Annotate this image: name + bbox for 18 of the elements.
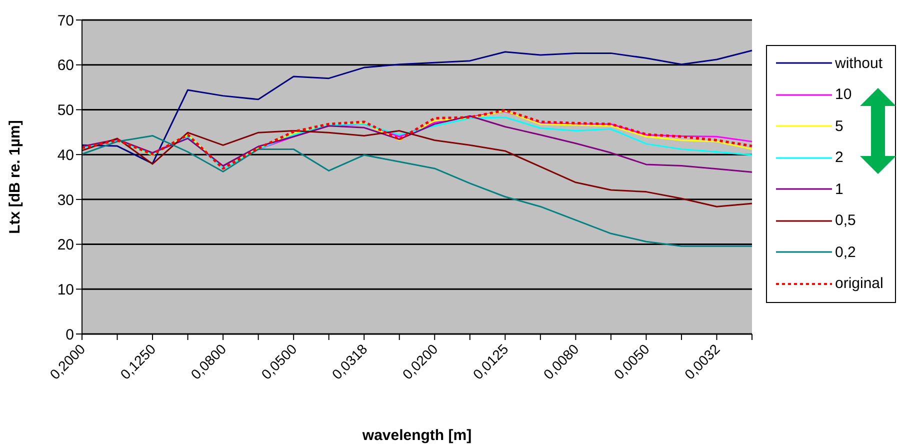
legend-label: without bbox=[835, 54, 883, 72]
legend-label: 2 bbox=[835, 149, 844, 166]
y-tick-label: 10 bbox=[57, 281, 74, 298]
y-tick-label: 30 bbox=[57, 192, 74, 209]
legend-label: original bbox=[835, 275, 884, 292]
y-tick-label: 20 bbox=[57, 236, 74, 254]
legend-label: 1 bbox=[835, 180, 844, 198]
x-axis-title: wavelength [m] bbox=[361, 427, 472, 444]
y-tick-label: 60 bbox=[57, 57, 74, 74]
y-tick-label: 70 bbox=[57, 12, 74, 30]
legend-label: 0,2 bbox=[835, 244, 856, 260]
y-tick-label: 0 bbox=[66, 326, 74, 344]
y-tick-label: 50 bbox=[57, 102, 74, 120]
y-tick-label: 40 bbox=[57, 146, 74, 164]
legend-label: 5 bbox=[835, 118, 844, 134]
y-axis-title: Ltx [dB re. 1µm] bbox=[6, 120, 24, 234]
legend-label: 10 bbox=[835, 86, 852, 103]
legend-label: 0,5 bbox=[835, 212, 856, 229]
